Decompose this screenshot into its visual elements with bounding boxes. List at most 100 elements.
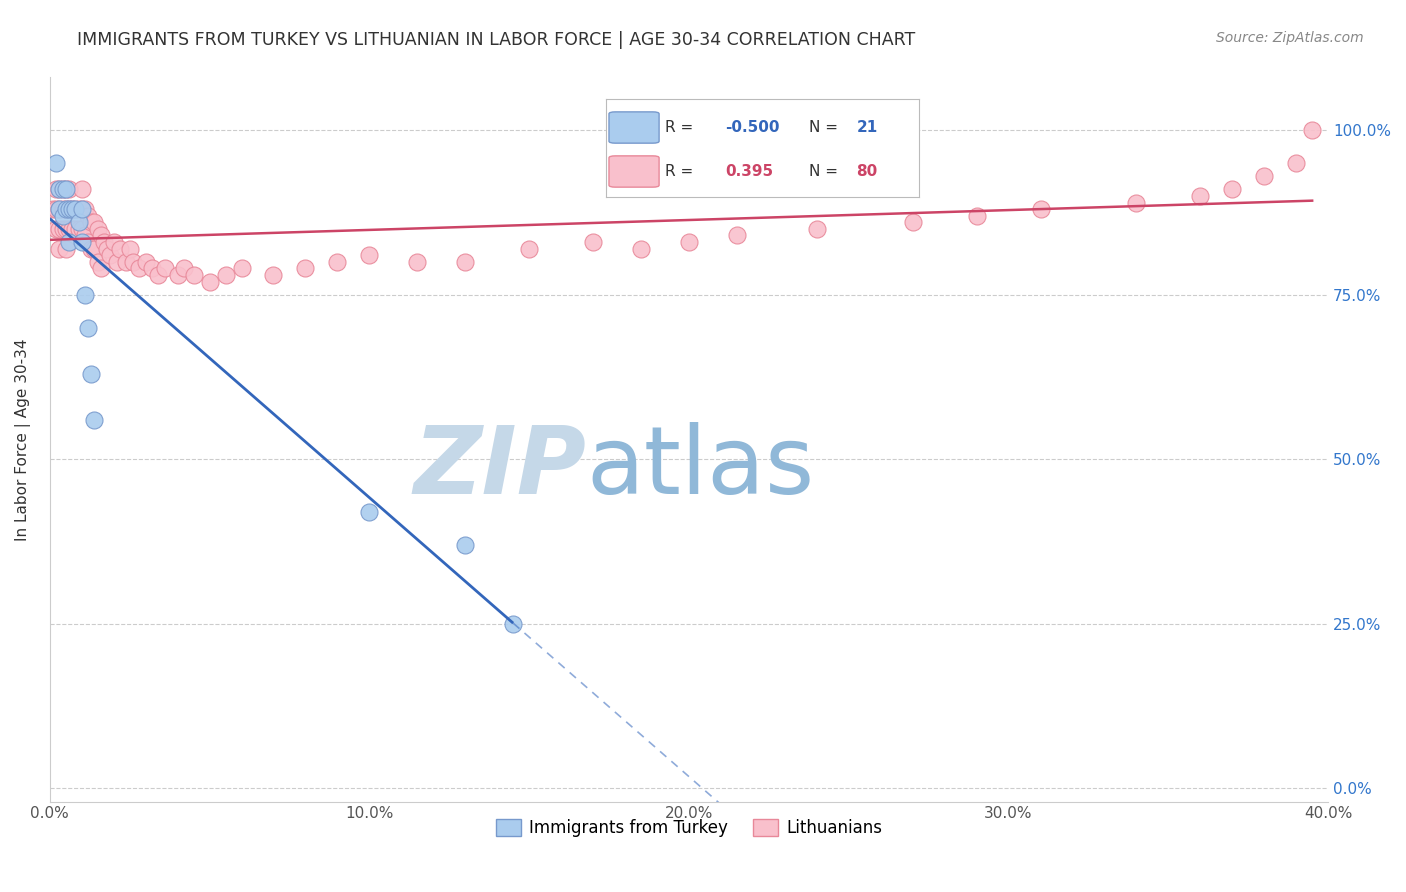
Point bbox=[359, 248, 381, 262]
Point bbox=[1125, 195, 1147, 210]
Text: ZIP: ZIP bbox=[413, 423, 586, 515]
Point bbox=[80, 367, 103, 381]
Point bbox=[502, 616, 524, 631]
Point bbox=[108, 242, 131, 256]
Point bbox=[51, 222, 73, 236]
Point bbox=[1285, 156, 1308, 170]
Point bbox=[454, 254, 477, 268]
Point bbox=[141, 261, 163, 276]
Point bbox=[806, 222, 828, 236]
Point bbox=[58, 222, 80, 236]
Point bbox=[231, 261, 253, 276]
Point bbox=[630, 242, 652, 256]
Point bbox=[1301, 123, 1323, 137]
Point bbox=[115, 254, 138, 268]
Point bbox=[901, 215, 924, 229]
Point bbox=[73, 287, 96, 301]
Point bbox=[263, 268, 285, 282]
Point bbox=[80, 242, 103, 256]
Text: Source: ZipAtlas.com: Source: ZipAtlas.com bbox=[1216, 31, 1364, 45]
Point bbox=[73, 228, 96, 243]
Point bbox=[58, 202, 80, 216]
Point bbox=[55, 202, 77, 216]
Point bbox=[58, 182, 80, 196]
Point bbox=[77, 320, 100, 334]
Point bbox=[1253, 169, 1275, 184]
Point bbox=[42, 202, 65, 216]
Point bbox=[454, 538, 477, 552]
Point bbox=[67, 222, 90, 236]
Point bbox=[58, 202, 80, 216]
Point bbox=[148, 268, 170, 282]
Point bbox=[48, 202, 70, 216]
Point bbox=[48, 242, 70, 256]
Point bbox=[1220, 182, 1243, 196]
Point bbox=[406, 254, 429, 268]
Point bbox=[77, 209, 100, 223]
Point bbox=[55, 182, 77, 196]
Point bbox=[51, 182, 73, 196]
Point bbox=[48, 182, 70, 196]
Point bbox=[128, 261, 150, 276]
Point bbox=[135, 254, 157, 268]
Point bbox=[70, 182, 93, 196]
Point bbox=[517, 242, 540, 256]
Point bbox=[58, 235, 80, 249]
Point bbox=[1029, 202, 1052, 216]
Point bbox=[45, 182, 67, 196]
Point bbox=[83, 413, 105, 427]
Point bbox=[65, 222, 87, 236]
Point bbox=[70, 235, 93, 249]
Point bbox=[48, 202, 70, 216]
Point bbox=[51, 182, 73, 196]
Point bbox=[966, 209, 988, 223]
Point bbox=[45, 202, 67, 216]
Text: IMMIGRANTS FROM TURKEY VS LITHUANIAN IN LABOR FORCE | AGE 30-34 CORRELATION CHAR: IMMIGRANTS FROM TURKEY VS LITHUANIAN IN … bbox=[77, 31, 915, 49]
Point bbox=[48, 182, 70, 196]
Point bbox=[67, 215, 90, 229]
Point bbox=[118, 242, 141, 256]
Point bbox=[725, 228, 748, 243]
Point bbox=[214, 268, 236, 282]
Point bbox=[70, 202, 93, 216]
Point bbox=[73, 202, 96, 216]
Point bbox=[86, 222, 108, 236]
Point bbox=[1189, 189, 1212, 203]
Point bbox=[55, 242, 77, 256]
Point bbox=[60, 202, 83, 216]
Point bbox=[60, 222, 83, 236]
Point bbox=[48, 222, 70, 236]
Point bbox=[77, 235, 100, 249]
Point bbox=[166, 268, 188, 282]
Point bbox=[183, 268, 205, 282]
Point bbox=[198, 275, 221, 289]
Point bbox=[60, 202, 83, 216]
Point bbox=[86, 254, 108, 268]
Point bbox=[359, 505, 381, 519]
Point bbox=[90, 261, 112, 276]
Point bbox=[100, 248, 122, 262]
Point bbox=[55, 202, 77, 216]
Point bbox=[294, 261, 316, 276]
Point bbox=[153, 261, 176, 276]
Point bbox=[67, 202, 90, 216]
Y-axis label: In Labor Force | Age 30-34: In Labor Force | Age 30-34 bbox=[15, 338, 31, 541]
Legend: Immigrants from Turkey, Lithuanians: Immigrants from Turkey, Lithuanians bbox=[489, 813, 889, 844]
Point bbox=[678, 235, 700, 249]
Point bbox=[121, 254, 143, 268]
Text: atlas: atlas bbox=[586, 423, 815, 515]
Point bbox=[90, 228, 112, 243]
Point bbox=[45, 156, 67, 170]
Point bbox=[173, 261, 195, 276]
Point bbox=[51, 209, 73, 223]
Point bbox=[51, 202, 73, 216]
Point bbox=[55, 182, 77, 196]
Point bbox=[326, 254, 349, 268]
Point bbox=[65, 202, 87, 216]
Point bbox=[582, 235, 605, 249]
Point bbox=[80, 215, 103, 229]
Point bbox=[70, 222, 93, 236]
Point bbox=[105, 254, 128, 268]
Point bbox=[83, 242, 105, 256]
Point bbox=[83, 215, 105, 229]
